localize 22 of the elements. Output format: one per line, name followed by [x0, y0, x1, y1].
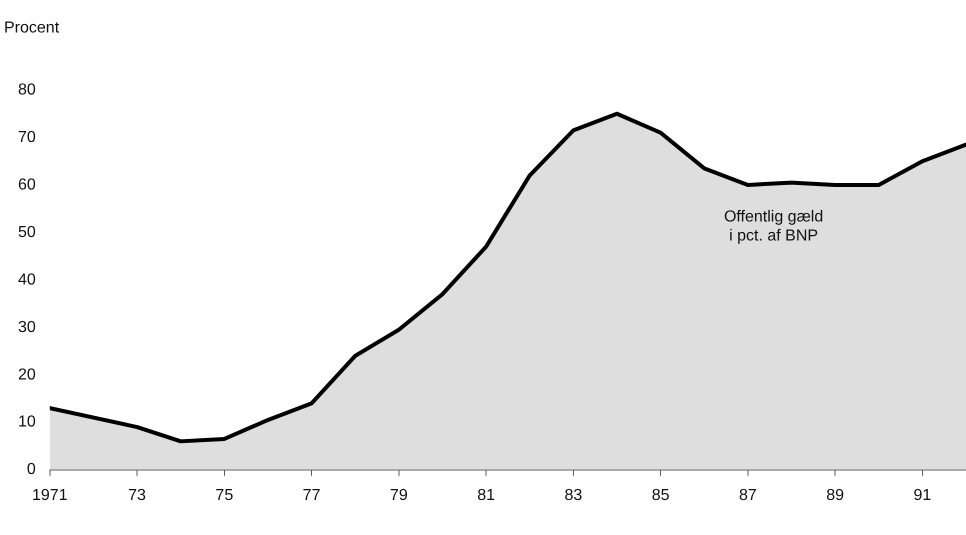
- y-tick-label: 0: [26, 461, 36, 478]
- x-tick-label: 79: [390, 486, 408, 504]
- x-tick-label: 73: [128, 486, 146, 504]
- y-tick-label: 30: [18, 318, 36, 336]
- x-tick-label: 81: [477, 486, 496, 504]
- x-tick-label: 89: [826, 486, 844, 504]
- x-tick-label: 85: [652, 486, 670, 504]
- x-tick-label: 87: [738, 486, 757, 504]
- x-tick-label: 1971: [32, 486, 68, 504]
- y-tick-label: 10: [18, 414, 36, 431]
- x-tick-label: 75: [215, 486, 234, 504]
- y-tick-label: 60: [18, 176, 36, 194]
- y-tick-label: 40: [18, 271, 36, 288]
- y-tick-label: 20: [18, 366, 36, 384]
- x-tick-label: 91: [913, 486, 932, 504]
- y-tick-label: 80: [18, 81, 36, 98]
- y-tick-label: 70: [18, 128, 36, 146]
- y-tick-label: 50: [18, 224, 36, 241]
- x-tick-label: 83: [564, 486, 582, 504]
- annotation: Offentlig gæld i pct. af BNP: [724, 208, 824, 245]
- y-axis-title: Procent: [4, 19, 60, 36]
- x-tick-label: 77: [302, 486, 321, 504]
